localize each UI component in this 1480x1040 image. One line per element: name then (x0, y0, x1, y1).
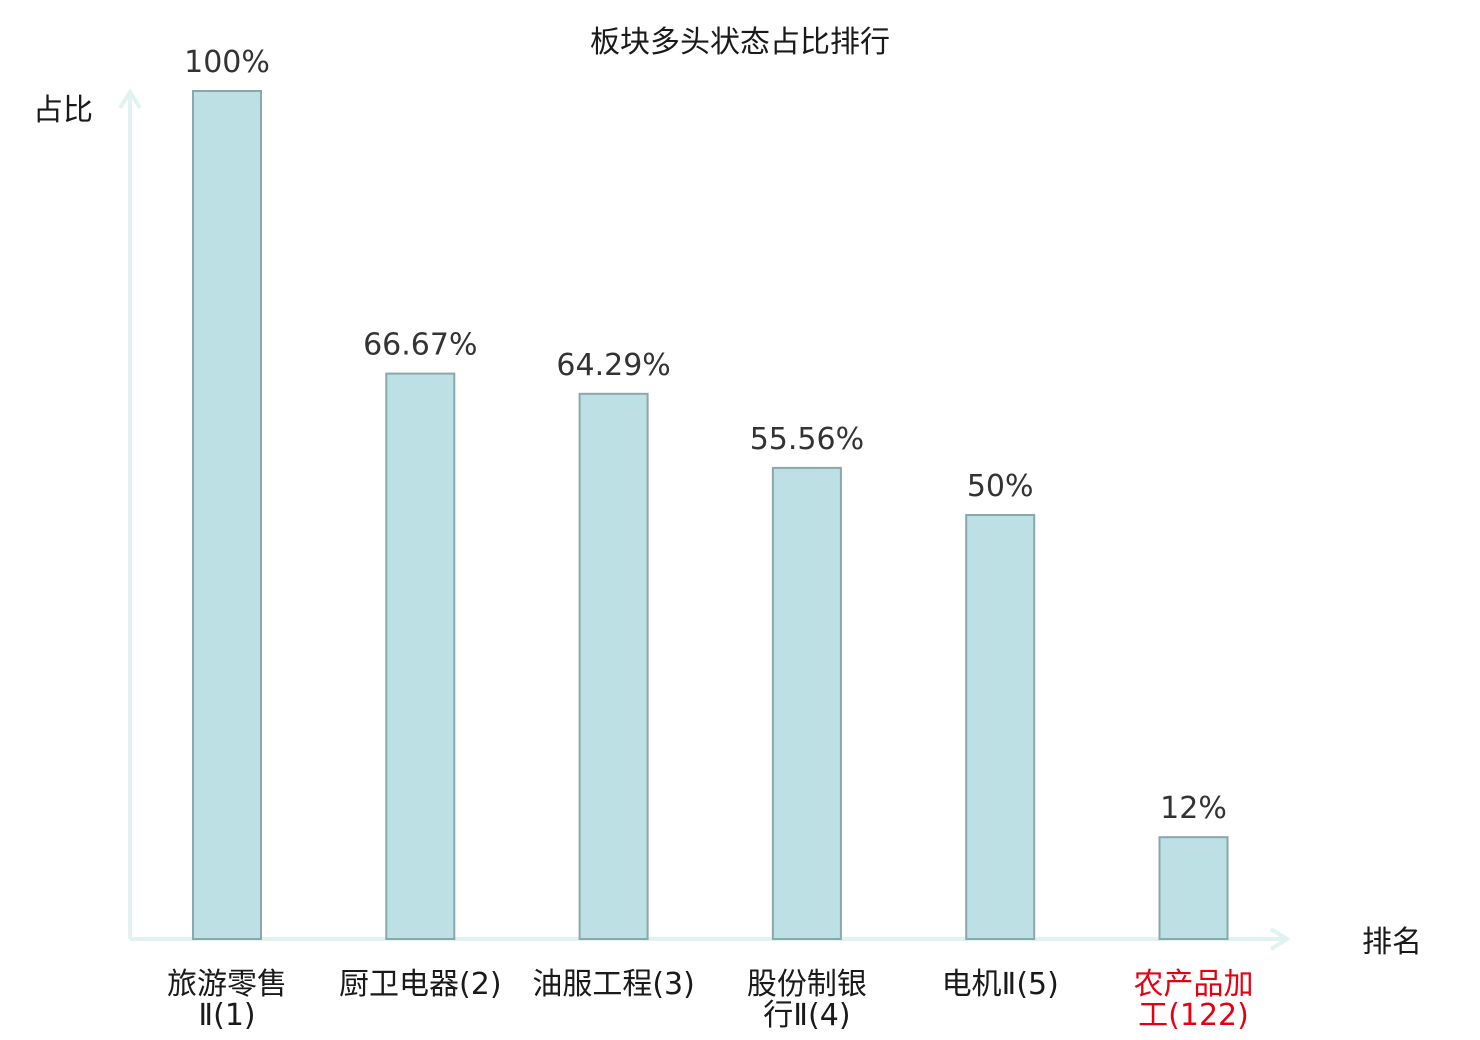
bar-3 (578, 392, 649, 940)
category-label-4: 股份制银行Ⅱ(4) (747, 967, 867, 1033)
category-label-line: 电机Ⅱ(5) (942, 967, 1059, 1002)
category-label-line: 股份制银 (747, 967, 867, 1002)
category-label-1: 旅游零售 Ⅱ(1) (167, 967, 287, 1033)
bar-6 (1158, 836, 1229, 941)
bars-group (192, 90, 1229, 941)
category-label-5: 电机Ⅱ(5) (942, 967, 1059, 1002)
value-label-4: 55.56% (750, 422, 864, 457)
axes (118, 88, 1291, 951)
x-axis-arrow-icon (1269, 927, 1291, 951)
value-label-2: 66.67% (363, 328, 477, 363)
category-label-line: 油服工程(3) (532, 967, 695, 1002)
bar-1 (192, 90, 262, 940)
category-label-3: 油服工程(3) (532, 967, 695, 1002)
value-labels-group: 100% 66.67% 64.29% 55.56% 50% 12% (184, 45, 1227, 826)
value-label-5: 50% (967, 469, 1034, 504)
category-labels-group: 旅游零售 Ⅱ(1) 厨卫电器(2) 油服工程(3) 股份制银行Ⅱ(4) 电机Ⅱ(5) 农产品… (167, 967, 1254, 1033)
chart-title: 板块多头状态占比排行 (590, 25, 890, 60)
category-label-2: 厨卫电器(2) (339, 967, 502, 1002)
bar-4 (771, 466, 842, 940)
value-label-1: 100% (184, 45, 270, 80)
category-label-line: 农产品加 (1134, 967, 1254, 1002)
category-label-line: 工(122) (1138, 998, 1249, 1033)
category-label-line: 行Ⅱ(4) (763, 998, 850, 1033)
category-label-line: 旅游零售 (167, 967, 287, 1002)
category-label-line: 厨卫电器(2) (339, 967, 502, 1002)
bar-5 (965, 514, 1036, 940)
value-label-3: 64.29% (556, 348, 670, 383)
bar-2 (385, 372, 456, 941)
y-axis-arrow-icon (118, 88, 142, 110)
y-axis-label: 占比 (33, 93, 93, 128)
category-label-6: 农产品加工(122) (1134, 967, 1254, 1033)
category-label-line: Ⅱ(1) (198, 998, 255, 1033)
x-axis-label: 排名 (1362, 925, 1422, 960)
value-label-6: 12% (1160, 791, 1227, 826)
